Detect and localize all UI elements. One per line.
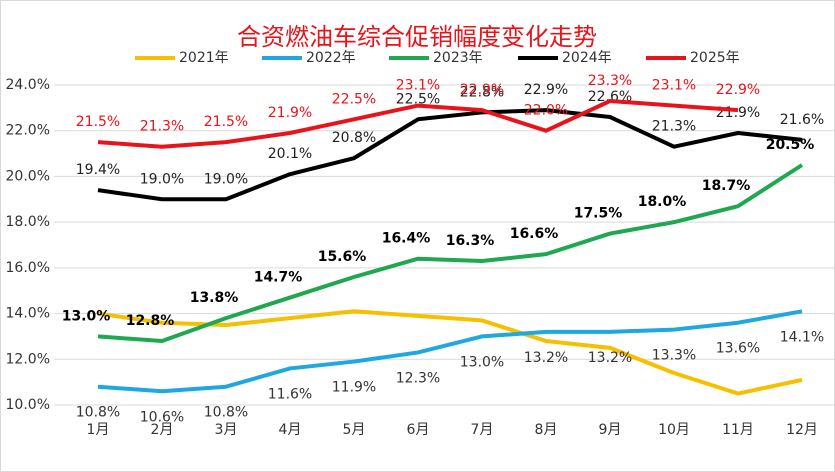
data-label: 22.8%: [460, 84, 504, 100]
y-tick-label: 12.0%: [6, 351, 50, 367]
x-tick-label: 11月: [722, 422, 754, 438]
series-line: [97, 309, 803, 394]
data-label: 21.3%: [140, 119, 184, 135]
data-label: 21.3%: [652, 119, 696, 135]
data-label: 22.9%: [460, 82, 504, 98]
data-label: 10.8%: [76, 405, 120, 421]
legend-label: 2025年: [690, 50, 740, 66]
data-label: 13.6%: [716, 341, 760, 357]
data-label: 22.9%: [524, 82, 568, 98]
data-label: 13.3%: [652, 348, 696, 364]
data-label: 19.0%: [204, 171, 248, 187]
legend-label: 2021年: [179, 50, 229, 66]
legend-label: 2022年: [306, 50, 356, 66]
y-tick-label: 22.0%: [6, 123, 50, 139]
data-label: 21.6%: [780, 112, 824, 128]
y-tick-label: 16.0%: [6, 260, 50, 276]
x-tick-label: 1月: [87, 422, 110, 438]
data-label: 19.4%: [76, 162, 120, 178]
series-line: [97, 163, 804, 343]
series-line: [97, 309, 803, 396]
data-label: 20.1%: [268, 146, 312, 162]
series-line: [97, 108, 803, 202]
x-tick-label: 4月: [279, 422, 302, 438]
data-label: 16.4%: [382, 231, 431, 247]
x-tick-label: 2月: [151, 422, 174, 438]
series-line: [97, 99, 739, 149]
x-tick-label: 10月: [658, 422, 690, 438]
data-label: 15.6%: [318, 249, 367, 265]
data-label: 21.9%: [268, 105, 312, 121]
data-label: 10.6%: [140, 409, 184, 425]
data-label: 11.9%: [332, 380, 376, 396]
x-tick-label: 12月: [786, 422, 818, 438]
data-label: 23.1%: [652, 78, 696, 94]
data-label: 13.0%: [62, 308, 111, 324]
y-tick-label: 18.0%: [6, 214, 50, 230]
x-tick-label: 7月: [471, 422, 494, 438]
data-label: 22.9%: [716, 82, 760, 98]
data-label: 19.0%: [140, 171, 184, 187]
data-label: 17.5%: [574, 206, 623, 222]
y-tick-label: 10.0%: [6, 397, 50, 413]
chart-title: 合资燃油车综合促销幅度变化走势: [237, 23, 597, 51]
data-label: 16.6%: [510, 226, 559, 242]
data-label: 11.6%: [268, 386, 312, 402]
legend-label: 2024年: [562, 50, 612, 66]
data-label: 13.2%: [588, 350, 632, 366]
x-tick-label: 8月: [535, 422, 558, 438]
x-tick-label: 5月: [343, 422, 366, 438]
x-tick-label: 9月: [599, 422, 622, 438]
data-label: 23.3%: [588, 73, 632, 89]
data-label: 14.7%: [254, 270, 303, 286]
x-tick-label: 3月: [215, 422, 238, 438]
legend-label: 2023年: [433, 50, 483, 66]
data-label: 13.8%: [190, 290, 239, 306]
data-label: 20.5%: [766, 137, 815, 153]
data-label: 18.0%: [638, 194, 687, 210]
data-label: 18.7%: [702, 178, 751, 194]
data-label: 22.5%: [332, 91, 376, 107]
data-label: 23.1%: [396, 78, 440, 94]
data-label: 21.5%: [76, 114, 120, 130]
data-label: 20.8%: [332, 130, 376, 146]
data-label: 22.5%: [396, 91, 440, 107]
data-label: 13.0%: [460, 354, 504, 370]
y-tick-label: 24.0%: [6, 77, 50, 93]
data-label: 21.5%: [204, 114, 248, 130]
data-label: 22.0%: [524, 103, 568, 119]
data-label: 14.1%: [780, 329, 824, 345]
data-label: 16.3%: [446, 233, 495, 249]
data-label: 10.8%: [204, 405, 248, 421]
data-label: 12.3%: [396, 370, 440, 386]
data-label: 13.2%: [524, 350, 568, 366]
data-label: 12.8%: [126, 313, 175, 329]
y-tick-label: 20.0%: [6, 168, 50, 184]
x-tick-label: 6月: [407, 422, 430, 438]
y-tick-label: 14.0%: [6, 306, 50, 322]
